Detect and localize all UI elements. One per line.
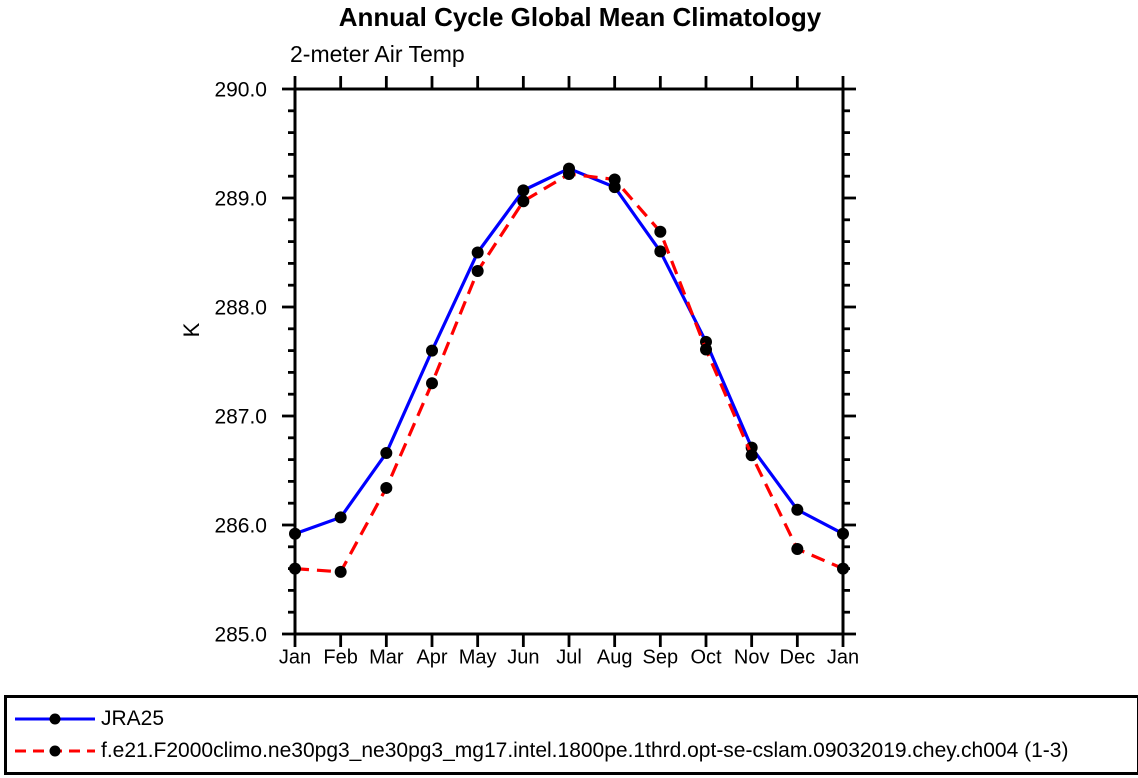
data-point-marker (426, 344, 438, 357)
data-point-marker (654, 225, 667, 238)
legend-box: JRA25 f.e21.F2000climo.ne30pg3_ne30pg3_m… (4, 695, 1138, 775)
data-point-marker (517, 184, 530, 197)
x-tick-label: Jul (556, 647, 582, 669)
legend-label-jra25: JRA25 (101, 707, 165, 730)
x-tick-label: Jan (279, 647, 311, 669)
data-point-marker (334, 511, 347, 524)
x-tick-label: Aug (597, 647, 633, 669)
data-point-marker (471, 246, 484, 259)
data-point-marker (334, 565, 347, 578)
chart-subtitle: 2-meter Air Temp (290, 41, 465, 67)
series-line-jra25 (294, 166, 844, 536)
data-point-marker (517, 195, 530, 208)
data-point-marker (700, 343, 712, 356)
series-line-model-run (294, 172, 844, 574)
data-point-marker (791, 542, 804, 555)
y-tick-label: 289.0 (214, 188, 267, 211)
data-point-marker (654, 245, 667, 258)
x-tick-label: Feb (323, 647, 357, 669)
legend-swatch-model-run (15, 745, 95, 757)
y-tick-label: 290.0 (214, 79, 267, 102)
data-point-marker (289, 527, 301, 540)
data-point-marker (380, 481, 393, 494)
y-tick-label: 285.0 (214, 624, 267, 647)
data-point-marker (289, 562, 301, 575)
x-tick-label: May (459, 647, 497, 669)
data-point-marker (837, 527, 849, 540)
x-tick-label: Oct (690, 647, 722, 669)
y-tick-label: 288.0 (214, 297, 267, 320)
data-point-marker (426, 377, 438, 390)
legend-item-jra25: JRA25 (13, 707, 1137, 731)
legend-label-model-run: f.e21.F2000climo.ne30pg3_ne30pg3_mg17.in… (101, 739, 1069, 762)
chart-title: Annual Cycle Global Mean Climatology (338, 2, 822, 32)
legend-marker-sample (49, 713, 61, 725)
data-point-marker (745, 449, 758, 462)
data-point-marker (563, 168, 575, 181)
data-point-marker (380, 447, 393, 460)
x-tick-label: Dec (780, 647, 816, 669)
x-tick-label: Sep (643, 647, 679, 669)
y-tick-label: 286.0 (214, 515, 267, 538)
legend-item-model-run: f.e21.F2000climo.ne30pg3_ne30pg3_mg17.in… (13, 739, 1137, 763)
legend-swatch-jra25 (15, 713, 95, 725)
plot-area: Jan Feb Mar Apr May Jun Jul Aug Sep Oct Nov Dec Jan 2… (214, 76, 859, 669)
data-point-marker (471, 265, 484, 278)
x-tick-label: Jun (507, 647, 539, 669)
data-point-marker (608, 173, 621, 186)
legend-marker-sample (49, 745, 61, 757)
x-tick-label: Jan (827, 647, 859, 669)
data-point-marker (791, 503, 804, 516)
x-tick-label: Apr (416, 647, 447, 669)
y-tick-label: 287.0 (214, 406, 267, 429)
data-point-marker (837, 562, 849, 575)
x-tick-label: Mar (369, 647, 404, 669)
x-tick-label: Nov (734, 647, 770, 669)
